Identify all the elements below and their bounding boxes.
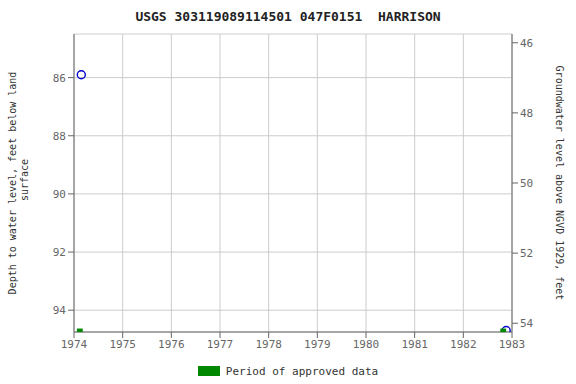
svg-text:1982: 1982 [450,338,477,351]
svg-text:1977: 1977 [207,338,234,351]
svg-text:48: 48 [520,107,533,120]
svg-text:50: 50 [520,177,533,190]
svg-text:1983: 1983 [499,338,526,351]
svg-text:1979: 1979 [304,338,331,351]
svg-text:86: 86 [53,72,66,85]
svg-text:1976: 1976 [158,338,185,351]
svg-text:Depth to water level, feet bel: Depth to water level, feet below land su… [8,72,30,295]
svg-text:94: 94 [53,304,67,317]
svg-text:90: 90 [53,188,66,201]
html-text:Period of approved data: Period of approved data [225,364,379,378]
html-text:USGS 303119089114501 047F0151: USGS 303119089114501 047F0151 HARRISON [135,9,441,24]
svg-text:88: 88 [53,130,66,143]
svg-text:1981: 1981 [401,338,428,351]
svg-text:46: 46 [520,37,533,50]
svg-text:54: 54 [520,317,534,330]
svg-text:1978: 1978 [255,338,282,351]
svg-text:Groundwater level above NGVD 1: Groundwater level above NGVD 1929, feet [554,66,565,301]
svg-text:1980: 1980 [353,338,380,351]
svg-text:92: 92 [53,246,66,259]
svg-text:1974: 1974 [61,338,88,351]
svg-text:52: 52 [520,247,533,260]
svg-text:1975: 1975 [109,338,136,351]
